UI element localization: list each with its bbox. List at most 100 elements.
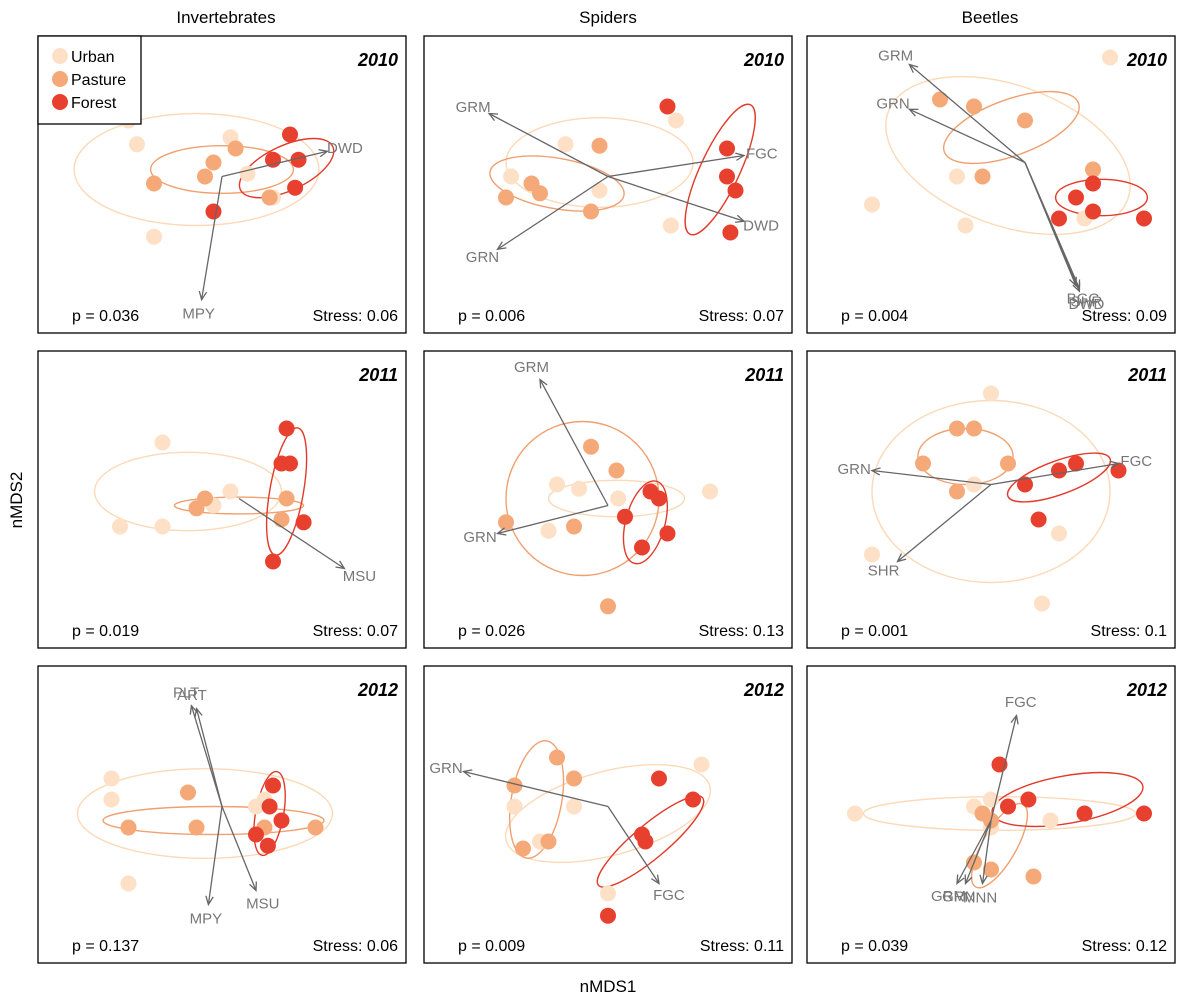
vector-label-grm: GRM <box>456 99 491 116</box>
point-pasture <box>1017 112 1033 129</box>
panel-p-value: p = 0.026 <box>458 623 525 640</box>
point-urban <box>847 805 863 822</box>
vector-label-msu: MSU <box>343 568 376 585</box>
vector-label-fgc: FGC <box>746 145 778 162</box>
vector-arrowhead <box>651 874 660 885</box>
panel-frame <box>806 350 1176 649</box>
panel-plot-area: GRN FGC SHR <box>837 385 1152 612</box>
panel-year-label: 2012 <box>1126 680 1167 700</box>
point-urban <box>693 756 710 773</box>
vector-label-fgc: FGC <box>1120 453 1152 470</box>
panel-p-value: p = 0.009 <box>458 938 525 955</box>
point-urban <box>966 476 982 493</box>
vector-label-grn: GRN <box>463 529 496 546</box>
point-pasture <box>120 819 137 836</box>
point-forest <box>685 791 701 808</box>
point-forest <box>719 140 735 157</box>
legend-marker-forest <box>52 94 68 110</box>
point-pasture <box>915 455 931 472</box>
point-urban <box>864 546 880 563</box>
vector-dwd <box>607 175 745 222</box>
point-pasture <box>1085 161 1101 178</box>
vector-label-mpy: MPY <box>190 910 223 927</box>
vector-arrowhead <box>189 704 198 715</box>
panel-year-label: 2011 <box>358 365 398 385</box>
ellipse-forest <box>1054 178 1149 217</box>
vector-label-msu: MSU <box>246 895 279 912</box>
point-forest <box>1051 462 1067 479</box>
ellipse-urban <box>547 479 686 518</box>
vector-msu <box>238 497 345 570</box>
panel-stress: Stress: 0.12 <box>1082 938 1167 955</box>
point-forest <box>651 770 667 787</box>
point-forest <box>719 168 735 185</box>
point-pasture <box>966 98 982 115</box>
point-forest <box>600 907 616 924</box>
point-urban <box>957 217 974 234</box>
vector-fgc <box>990 715 1018 821</box>
point-pasture <box>188 819 205 836</box>
point-urban <box>571 480 588 497</box>
ellipse-pasture <box>173 496 305 515</box>
vector-arrowhead <box>249 881 257 892</box>
point-pasture <box>532 185 548 202</box>
panel-stress: Stress: 0.06 <box>313 938 398 955</box>
ellipse-urban <box>871 399 1111 584</box>
vector-shr <box>897 483 992 563</box>
point-pasture <box>506 777 523 794</box>
point-urban <box>248 798 264 815</box>
point-urban <box>154 434 171 451</box>
vector-msu <box>221 806 257 891</box>
vector-label-fgc: FGC <box>1005 694 1037 711</box>
point-urban <box>610 490 627 507</box>
point-urban <box>983 385 999 402</box>
legend: Urban Pasture Forest <box>37 35 142 125</box>
point-pasture <box>566 518 582 535</box>
point-urban <box>557 136 574 153</box>
vector-arrowhead <box>1010 713 1019 725</box>
ellipse-urban <box>73 112 320 227</box>
vector-mpy <box>200 176 223 300</box>
vector-arrowhead <box>194 706 203 718</box>
point-forest <box>1068 189 1084 206</box>
point-pasture <box>180 784 196 801</box>
panel-frame <box>37 665 407 964</box>
point-urban <box>112 518 128 535</box>
panel-plot-area: GRM FGC GRN DWD <box>456 98 779 266</box>
vector-label-bgc: BGC <box>1067 291 1100 308</box>
point-forest <box>278 420 295 437</box>
point-forest <box>722 224 739 241</box>
vector-arrowhead <box>461 769 473 778</box>
legend-label-forest: Forest <box>71 95 117 112</box>
point-pasture <box>600 598 616 615</box>
point-urban <box>503 168 520 185</box>
panel-spiders-2012: GRN FGC 2012 p = 0.009 Stress: 0.11 <box>423 665 793 964</box>
vector-label-dwd: DWD <box>327 140 363 157</box>
point-forest <box>282 126 298 143</box>
point-forest <box>637 833 654 850</box>
point-forest <box>265 553 281 570</box>
vector-fgc <box>607 806 660 884</box>
point-pasture <box>307 819 324 836</box>
vector-label-grn: GRN <box>942 888 975 905</box>
panel-plot-area: GRN FGC <box>429 740 712 924</box>
ellipse-pasture <box>489 155 625 212</box>
vector-grn <box>909 108 1026 164</box>
vector-label-grm: GRM <box>878 47 913 64</box>
point-forest <box>1085 203 1101 220</box>
ellipse-urban <box>93 451 283 532</box>
ellipse-forest <box>684 103 756 236</box>
vector-arrowhead <box>979 874 988 886</box>
point-urban <box>566 798 582 815</box>
point-pasture <box>515 840 531 857</box>
vector-label-mpy: MPY <box>182 306 215 323</box>
ellipse-pasture <box>149 144 295 194</box>
vector-grm <box>956 820 992 884</box>
panel-frame <box>423 665 793 964</box>
point-forest <box>659 525 676 542</box>
vector-arrowhead <box>1109 460 1121 469</box>
vector-grn <box>463 770 609 808</box>
point-pasture <box>974 168 991 185</box>
point-urban <box>129 136 145 153</box>
